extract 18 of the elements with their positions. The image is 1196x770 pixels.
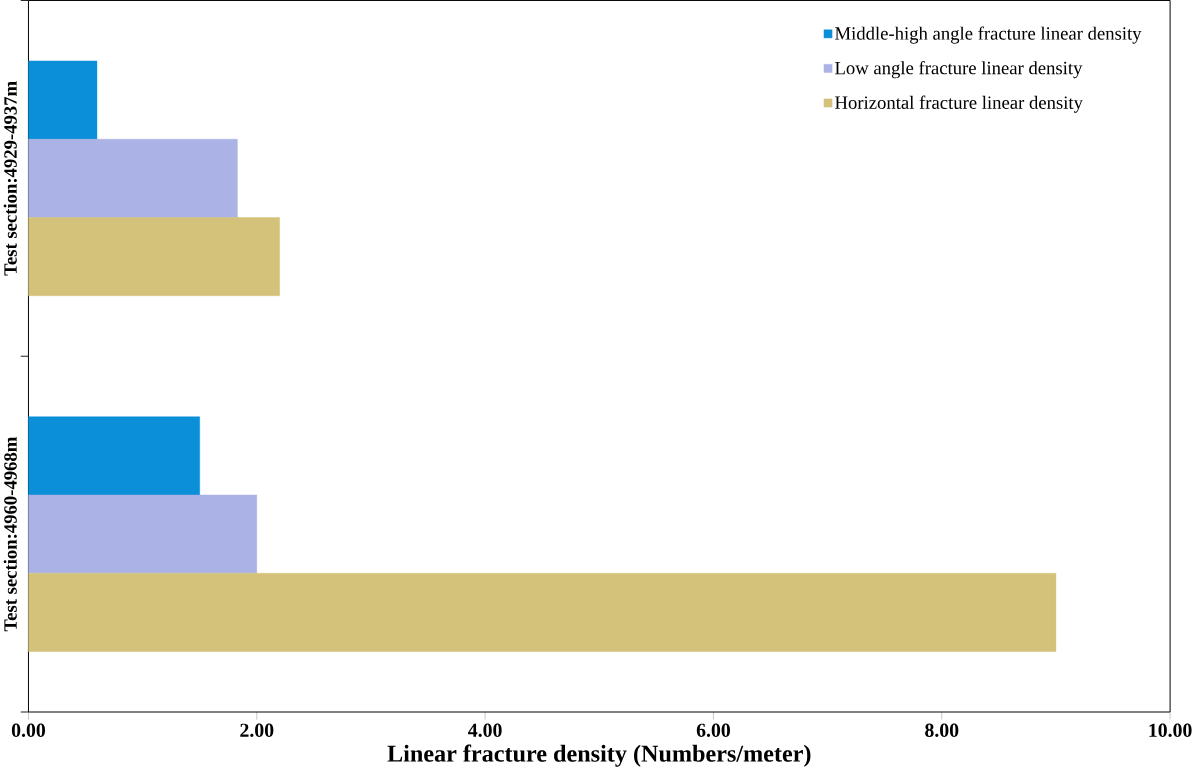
x-tick-label: 0.00 bbox=[11, 723, 46, 737]
x-tick-label: 6.00 bbox=[696, 723, 730, 737]
y-tick-label: Test section:4929-4937m bbox=[3, 81, 17, 276]
bar bbox=[28, 416, 200, 495]
legend-label: Horizontal fracture linear density bbox=[835, 95, 1083, 113]
legend-label: Middle-high angle fracture linear density bbox=[835, 26, 1142, 44]
bar bbox=[28, 572, 1057, 652]
x-axis-title: Linear fracture density (Numbers/meter) bbox=[387, 744, 811, 767]
legend-label: Low angle fracture linear density bbox=[835, 60, 1083, 78]
bar bbox=[28, 138, 238, 218]
y-tick-label: Test section:4960-4968m bbox=[3, 436, 17, 632]
x-tick-label: 8.00 bbox=[925, 723, 959, 737]
x-tick-label: 2.00 bbox=[240, 723, 274, 737]
bar bbox=[28, 60, 98, 140]
x-tick-label: 10.00 bbox=[1149, 723, 1192, 737]
bar bbox=[28, 494, 258, 574]
x-tick-label: 4.00 bbox=[468, 723, 502, 737]
bar bbox=[28, 217, 280, 296]
